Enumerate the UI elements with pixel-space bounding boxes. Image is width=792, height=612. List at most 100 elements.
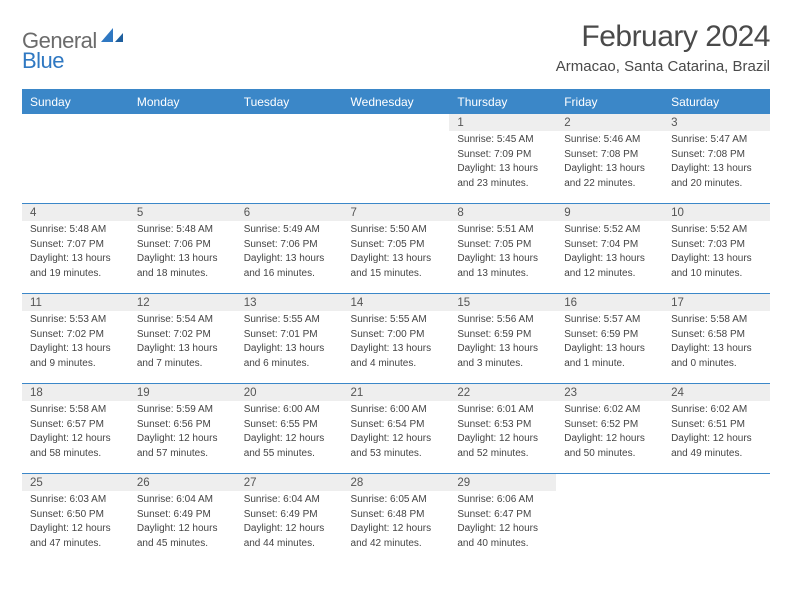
sunset-line: Sunset: 6:55 PM [244,418,335,433]
day-info-cell: Sunrise: 6:04 AMSunset: 6:49 PMDaylight:… [129,491,236,563]
sunrise-line: Sunrise: 6:02 AM [564,403,655,418]
daylight-line: Daylight: 12 hours and 49 minutes. [671,432,762,461]
sunrise-line: Sunrise: 6:03 AM [30,493,121,508]
day-info-cell: Sunrise: 6:01 AMSunset: 6:53 PMDaylight:… [449,401,556,474]
sunrise-line: Sunrise: 5:47 AM [671,133,762,148]
daylight-line: Daylight: 13 hours and 19 minutes. [30,252,121,281]
title-block: February 2024 Armacao, Santa Catarina, B… [556,20,770,75]
day-header-cell: Wednesday [343,89,450,114]
date-cell: 27 [236,474,343,492]
sunrise-line: Sunrise: 5:52 AM [671,223,762,238]
daylight-line: Daylight: 13 hours and 6 minutes. [244,342,335,371]
daylight-line: Daylight: 13 hours and 13 minutes. [457,252,548,281]
month-title: February 2024 [556,20,770,54]
date-cell: 4 [22,204,129,222]
date-cell: 10 [663,204,770,222]
daylight-line: Daylight: 13 hours and 0 minutes. [671,342,762,371]
day-info-cell: Sunrise: 5:48 AMSunset: 7:07 PMDaylight:… [22,221,129,294]
day-info-cell: Sunrise: 5:59 AMSunset: 6:56 PMDaylight:… [129,401,236,474]
daylight-line: Daylight: 12 hours and 55 minutes. [244,432,335,461]
date-cell: 1 [449,114,556,131]
sunrise-line: Sunrise: 5:53 AM [30,313,121,328]
day-info-cell [556,491,663,563]
sunset-line: Sunset: 7:05 PM [457,238,548,253]
sunrise-line: Sunrise: 6:04 AM [137,493,228,508]
info-row: Sunrise: 5:48 AMSunset: 7:07 PMDaylight:… [22,221,770,294]
day-header-cell: Friday [556,89,663,114]
sunset-line: Sunset: 6:49 PM [244,508,335,523]
sunset-line: Sunset: 7:03 PM [671,238,762,253]
day-info-cell: Sunrise: 5:57 AMSunset: 6:59 PMDaylight:… [556,311,663,384]
logo-sail-icon [99,26,125,51]
daylight-line: Daylight: 12 hours and 42 minutes. [351,522,442,551]
sunset-line: Sunset: 6:52 PM [564,418,655,433]
date-cell: 12 [129,294,236,312]
sunrise-line: Sunrise: 5:55 AM [351,313,442,328]
sunset-line: Sunset: 7:08 PM [671,148,762,163]
sunset-line: Sunset: 6:49 PM [137,508,228,523]
sunset-line: Sunset: 6:58 PM [671,328,762,343]
sunrise-line: Sunrise: 5:46 AM [564,133,655,148]
sunrise-line: Sunrise: 6:01 AM [457,403,548,418]
sunset-line: Sunset: 6:51 PM [671,418,762,433]
sunrise-line: Sunrise: 6:00 AM [351,403,442,418]
sunset-line: Sunset: 7:09 PM [457,148,548,163]
daylight-line: Daylight: 12 hours and 53 minutes. [351,432,442,461]
sunrise-line: Sunrise: 5:57 AM [564,313,655,328]
date-cell: 6 [236,204,343,222]
date-row: 2526272829 [22,474,770,492]
sunset-line: Sunset: 7:05 PM [351,238,442,253]
day-info-cell: Sunrise: 6:02 AMSunset: 6:52 PMDaylight:… [556,401,663,474]
day-info-cell: Sunrise: 6:06 AMSunset: 6:47 PMDaylight:… [449,491,556,563]
sunrise-line: Sunrise: 6:02 AM [671,403,762,418]
day-info-cell: Sunrise: 5:51 AMSunset: 7:05 PMDaylight:… [449,221,556,294]
sunrise-line: Sunrise: 5:48 AM [30,223,121,238]
daylight-line: Daylight: 12 hours and 58 minutes. [30,432,121,461]
sunrise-line: Sunrise: 6:04 AM [244,493,335,508]
sunrise-line: Sunrise: 6:06 AM [457,493,548,508]
sunrise-line: Sunrise: 5:51 AM [457,223,548,238]
day-info-cell [129,131,236,204]
sunset-line: Sunset: 7:06 PM [244,238,335,253]
day-info-cell: Sunrise: 5:46 AMSunset: 7:08 PMDaylight:… [556,131,663,204]
day-header-cell: Sunday [22,89,129,114]
sunrise-line: Sunrise: 5:48 AM [137,223,228,238]
date-cell: 20 [236,384,343,402]
date-row: 11121314151617 [22,294,770,312]
sunrise-line: Sunrise: 5:56 AM [457,313,548,328]
sunrise-line: Sunrise: 6:05 AM [351,493,442,508]
sunrise-line: Sunrise: 6:00 AM [244,403,335,418]
date-cell: 29 [449,474,556,492]
day-info-cell: Sunrise: 5:55 AMSunset: 7:00 PMDaylight:… [343,311,450,384]
day-info-cell [236,131,343,204]
day-info-cell: Sunrise: 5:52 AMSunset: 7:03 PMDaylight:… [663,221,770,294]
date-cell: 14 [343,294,450,312]
date-cell: 17 [663,294,770,312]
sunrise-line: Sunrise: 5:52 AM [564,223,655,238]
date-cell [663,474,770,492]
sunset-line: Sunset: 7:08 PM [564,148,655,163]
day-header-cell: Thursday [449,89,556,114]
sunset-line: Sunset: 6:47 PM [457,508,548,523]
day-info-cell: Sunrise: 5:58 AMSunset: 6:57 PMDaylight:… [22,401,129,474]
daylight-line: Daylight: 13 hours and 20 minutes. [671,162,762,191]
info-row: Sunrise: 5:53 AMSunset: 7:02 PMDaylight:… [22,311,770,384]
day-info-cell [343,131,450,204]
daylight-line: Daylight: 13 hours and 15 minutes. [351,252,442,281]
sunset-line: Sunset: 7:07 PM [30,238,121,253]
daylight-line: Daylight: 13 hours and 4 minutes. [351,342,442,371]
daylight-line: Daylight: 13 hours and 12 minutes. [564,252,655,281]
info-row: Sunrise: 5:45 AMSunset: 7:09 PMDaylight:… [22,131,770,204]
daylight-line: Daylight: 12 hours and 44 minutes. [244,522,335,551]
sunset-line: Sunset: 7:02 PM [137,328,228,343]
daylight-line: Daylight: 13 hours and 7 minutes. [137,342,228,371]
day-header-cell: Monday [129,89,236,114]
date-cell: 7 [343,204,450,222]
date-cell [556,474,663,492]
page-header: General February 2024 Armacao, Santa Cat… [22,20,770,75]
daylight-line: Daylight: 13 hours and 10 minutes. [671,252,762,281]
date-row: 123 [22,114,770,131]
day-info-cell: Sunrise: 5:47 AMSunset: 7:08 PMDaylight:… [663,131,770,204]
daylight-line: Daylight: 12 hours and 57 minutes. [137,432,228,461]
day-header-cell: Tuesday [236,89,343,114]
